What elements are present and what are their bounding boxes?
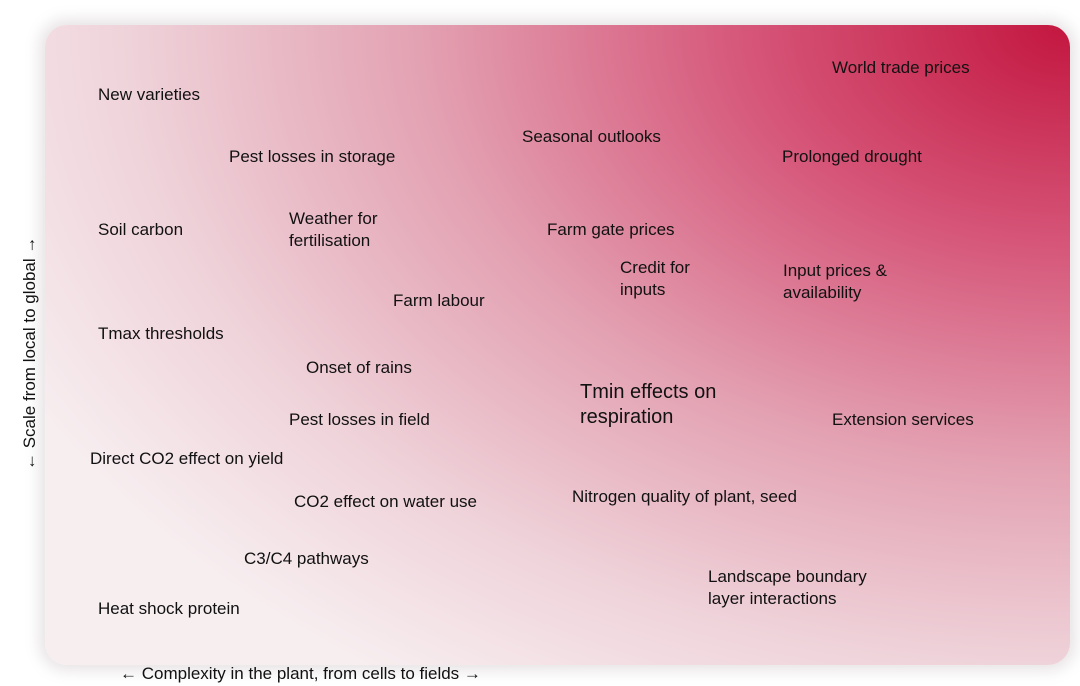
factor-label: CO2 effect on water use xyxy=(294,492,478,511)
factor-label: Nitrogen quality of plant, seed xyxy=(572,487,797,506)
factor-label: Prolonged drought xyxy=(782,147,922,166)
factor-label: Seasonal outlooks xyxy=(522,127,661,146)
factor-label: Heat shock protein xyxy=(98,599,240,618)
y-axis-label: ← Scale from local to global → xyxy=(20,236,39,470)
factor-label: Landscape boundary layer interactions xyxy=(708,567,867,608)
factor-label: Extension services xyxy=(832,410,974,429)
factor-label: Farm gate prices xyxy=(547,220,675,239)
x-axis-label: ← Complexity in the plant, from cells to… xyxy=(120,664,481,683)
gradient-panel xyxy=(45,25,1070,665)
factor-label: Pest losses in field xyxy=(289,410,430,429)
factor-label: New varieties xyxy=(98,85,201,104)
factor-label: Input prices & availability xyxy=(783,261,887,302)
factor-label: Pest losses in storage xyxy=(229,147,396,166)
factor-label: Weather for fertilisation xyxy=(289,209,378,250)
factor-label: Tmax thresholds xyxy=(98,324,224,343)
factor-label: Direct CO2 effect on yield xyxy=(90,449,284,468)
factor-label: Credit for inputs xyxy=(620,258,690,299)
factor-label: Farm labour xyxy=(393,291,485,310)
factor-label: Tmin effects on respiration xyxy=(580,381,717,428)
factor-label: Soil carbon xyxy=(98,220,184,239)
factor-label: Onset of rains xyxy=(306,358,412,377)
factor-label: World trade prices xyxy=(832,58,970,77)
factor-label: C3/C4 pathways xyxy=(244,549,369,568)
